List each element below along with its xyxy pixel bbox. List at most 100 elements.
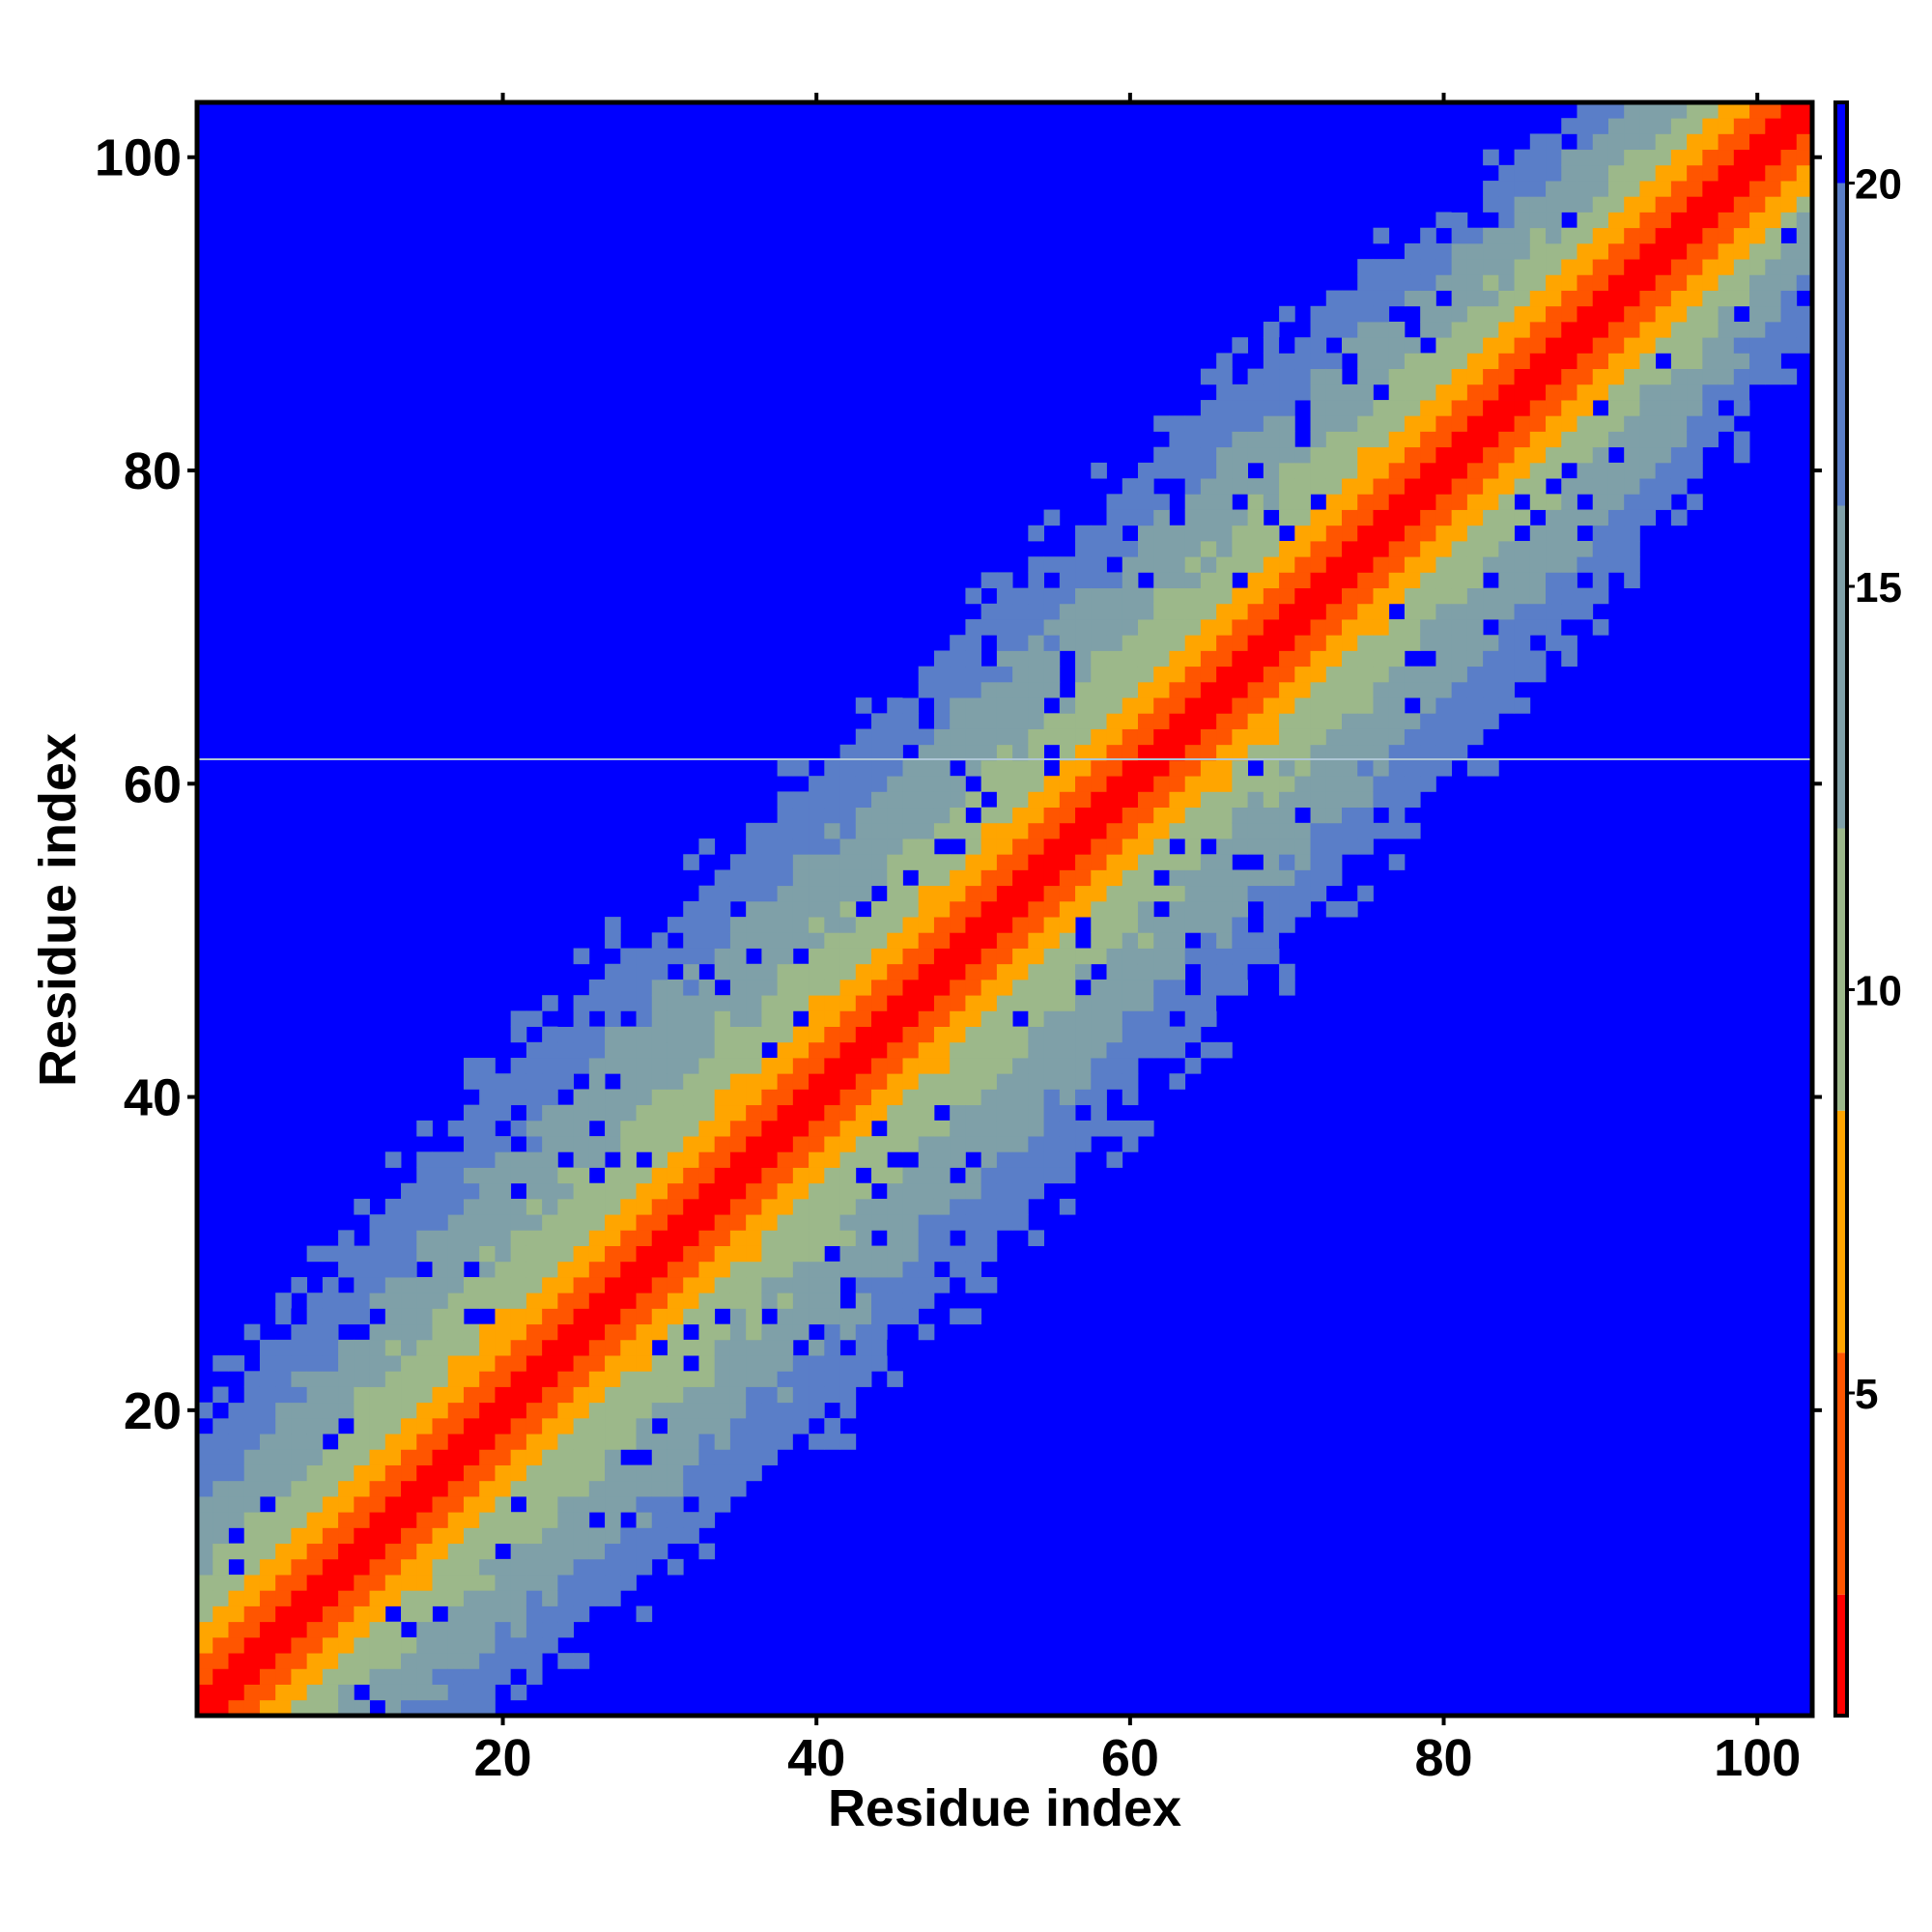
heatmap-cell [1216, 900, 1233, 918]
heatmap-cell [1546, 337, 1562, 354]
heatmap-cell [714, 1010, 731, 1027]
heatmap-cell [1216, 869, 1233, 887]
heatmap-cell [1059, 587, 1076, 605]
heatmap-cell [1294, 619, 1311, 636]
heatmap-cell [526, 1010, 543, 1027]
heatmap-cell [729, 1245, 747, 1263]
heatmap-cell [1200, 963, 1217, 980]
heatmap-cell [1263, 603, 1280, 620]
heatmap-cell [495, 1636, 512, 1654]
heatmap-cell [1466, 431, 1484, 448]
heatmap-cell [213, 1417, 229, 1435]
heatmap-cell [980, 932, 998, 949]
heatmap-cell [980, 963, 998, 980]
heatmap-cell [1592, 368, 1609, 385]
heatmap-cell [839, 1104, 857, 1122]
heatmap-cell [213, 1590, 229, 1606]
heatmap-cell [1200, 603, 1217, 620]
heatmap-cell [667, 1120, 684, 1137]
heatmap-cell [291, 1527, 308, 1545]
heatmap-cell [1546, 181, 1562, 197]
heatmap-cell [965, 1026, 982, 1043]
heatmap-cell [416, 1512, 433, 1528]
heatmap-cell [1514, 368, 1531, 385]
heatmap-cell [542, 1151, 558, 1168]
heatmap-cell [1529, 384, 1547, 401]
heatmap-cell [447, 1261, 465, 1278]
heatmap-cell [1388, 431, 1406, 448]
heatmap-cell [1342, 744, 1358, 761]
heatmap-cell [588, 1496, 606, 1513]
heatmap-cell [526, 1386, 543, 1404]
heatmap-cell [996, 776, 1013, 792]
heatmap-cell [918, 1120, 935, 1137]
heatmap-cell [354, 1605, 370, 1623]
heatmap-cell [1012, 650, 1029, 668]
heatmap-cell [1451, 368, 1468, 385]
heatmap-cell [1718, 415, 1735, 432]
heatmap-cell [291, 1543, 308, 1560]
heatmap-cell [933, 681, 951, 698]
heatmap-cell [463, 1464, 480, 1482]
heatmap-cell [996, 713, 1013, 729]
heatmap-cell [996, 1136, 1013, 1152]
heatmap-cell [1514, 650, 1531, 668]
heatmap-cell [1546, 509, 1562, 526]
heatmap-cell [887, 776, 903, 792]
heatmap-cell [1373, 431, 1390, 448]
heatmap-cell [495, 1464, 512, 1482]
heatmap-cell [243, 1496, 261, 1513]
heatmap-cell [1577, 149, 1594, 166]
heatmap-cell [933, 1058, 951, 1074]
heatmap-cell [729, 1151, 747, 1168]
heatmap-cell [809, 1371, 825, 1387]
heatmap-cell [1310, 431, 1327, 448]
heatmap-cell [824, 1104, 840, 1122]
heatmap-cell [542, 1402, 558, 1419]
heatmap-cell [306, 1684, 324, 1701]
heatmap-cell [1607, 384, 1625, 401]
heatmap-cell [839, 1151, 857, 1168]
heatmap-cell [1342, 337, 1358, 354]
heatmap-cell [887, 1010, 903, 1027]
heatmap-cell [463, 1073, 480, 1090]
heatmap-cell [291, 1668, 308, 1685]
heatmap-cell [573, 1058, 590, 1074]
heatmap-cell [1546, 133, 1562, 151]
heatmap-cell [1279, 838, 1295, 855]
heatmap-cell [1137, 635, 1154, 651]
heatmap-cell [510, 1605, 527, 1623]
heatmap-cell [1420, 384, 1436, 401]
heatmap-cell [479, 1621, 496, 1638]
heatmap-cell [526, 1058, 543, 1074]
heatmap-cell [542, 1308, 558, 1325]
heatmap-cell [714, 1120, 731, 1137]
heatmap-cell [996, 635, 1013, 651]
heatmap-cell [432, 1355, 449, 1372]
heatmap-cell [542, 1058, 558, 1074]
heatmap-cell [354, 1355, 370, 1372]
heatmap-cell [1091, 759, 1107, 777]
heatmap-cell [1639, 321, 1657, 338]
heatmap-cell [683, 1104, 699, 1122]
heatmap-cell [636, 979, 653, 996]
heatmap-cell [495, 1668, 512, 1685]
heatmap-cell [1028, 1041, 1044, 1059]
heatmap-cell [1388, 619, 1406, 636]
heatmap-cell [1498, 478, 1515, 495]
heatmap-cell [651, 1293, 668, 1309]
heatmap-cell [291, 1402, 308, 1419]
heatmap-cell [479, 1464, 496, 1482]
heatmap-cell [933, 885, 951, 902]
heatmap-cell [729, 1449, 747, 1465]
heatmap-cell [809, 1136, 825, 1152]
heatmap-cell [1325, 869, 1343, 887]
heatmap-cell [950, 1073, 966, 1090]
heatmap-cell [1200, 368, 1217, 385]
heatmap-cell [369, 1339, 386, 1356]
heatmap-cell [980, 1198, 998, 1215]
heatmap-cell [729, 1371, 747, 1387]
heatmap-cell [1294, 509, 1311, 526]
heatmap-cell [1263, 869, 1280, 887]
heatmap-cell [542, 1230, 558, 1246]
